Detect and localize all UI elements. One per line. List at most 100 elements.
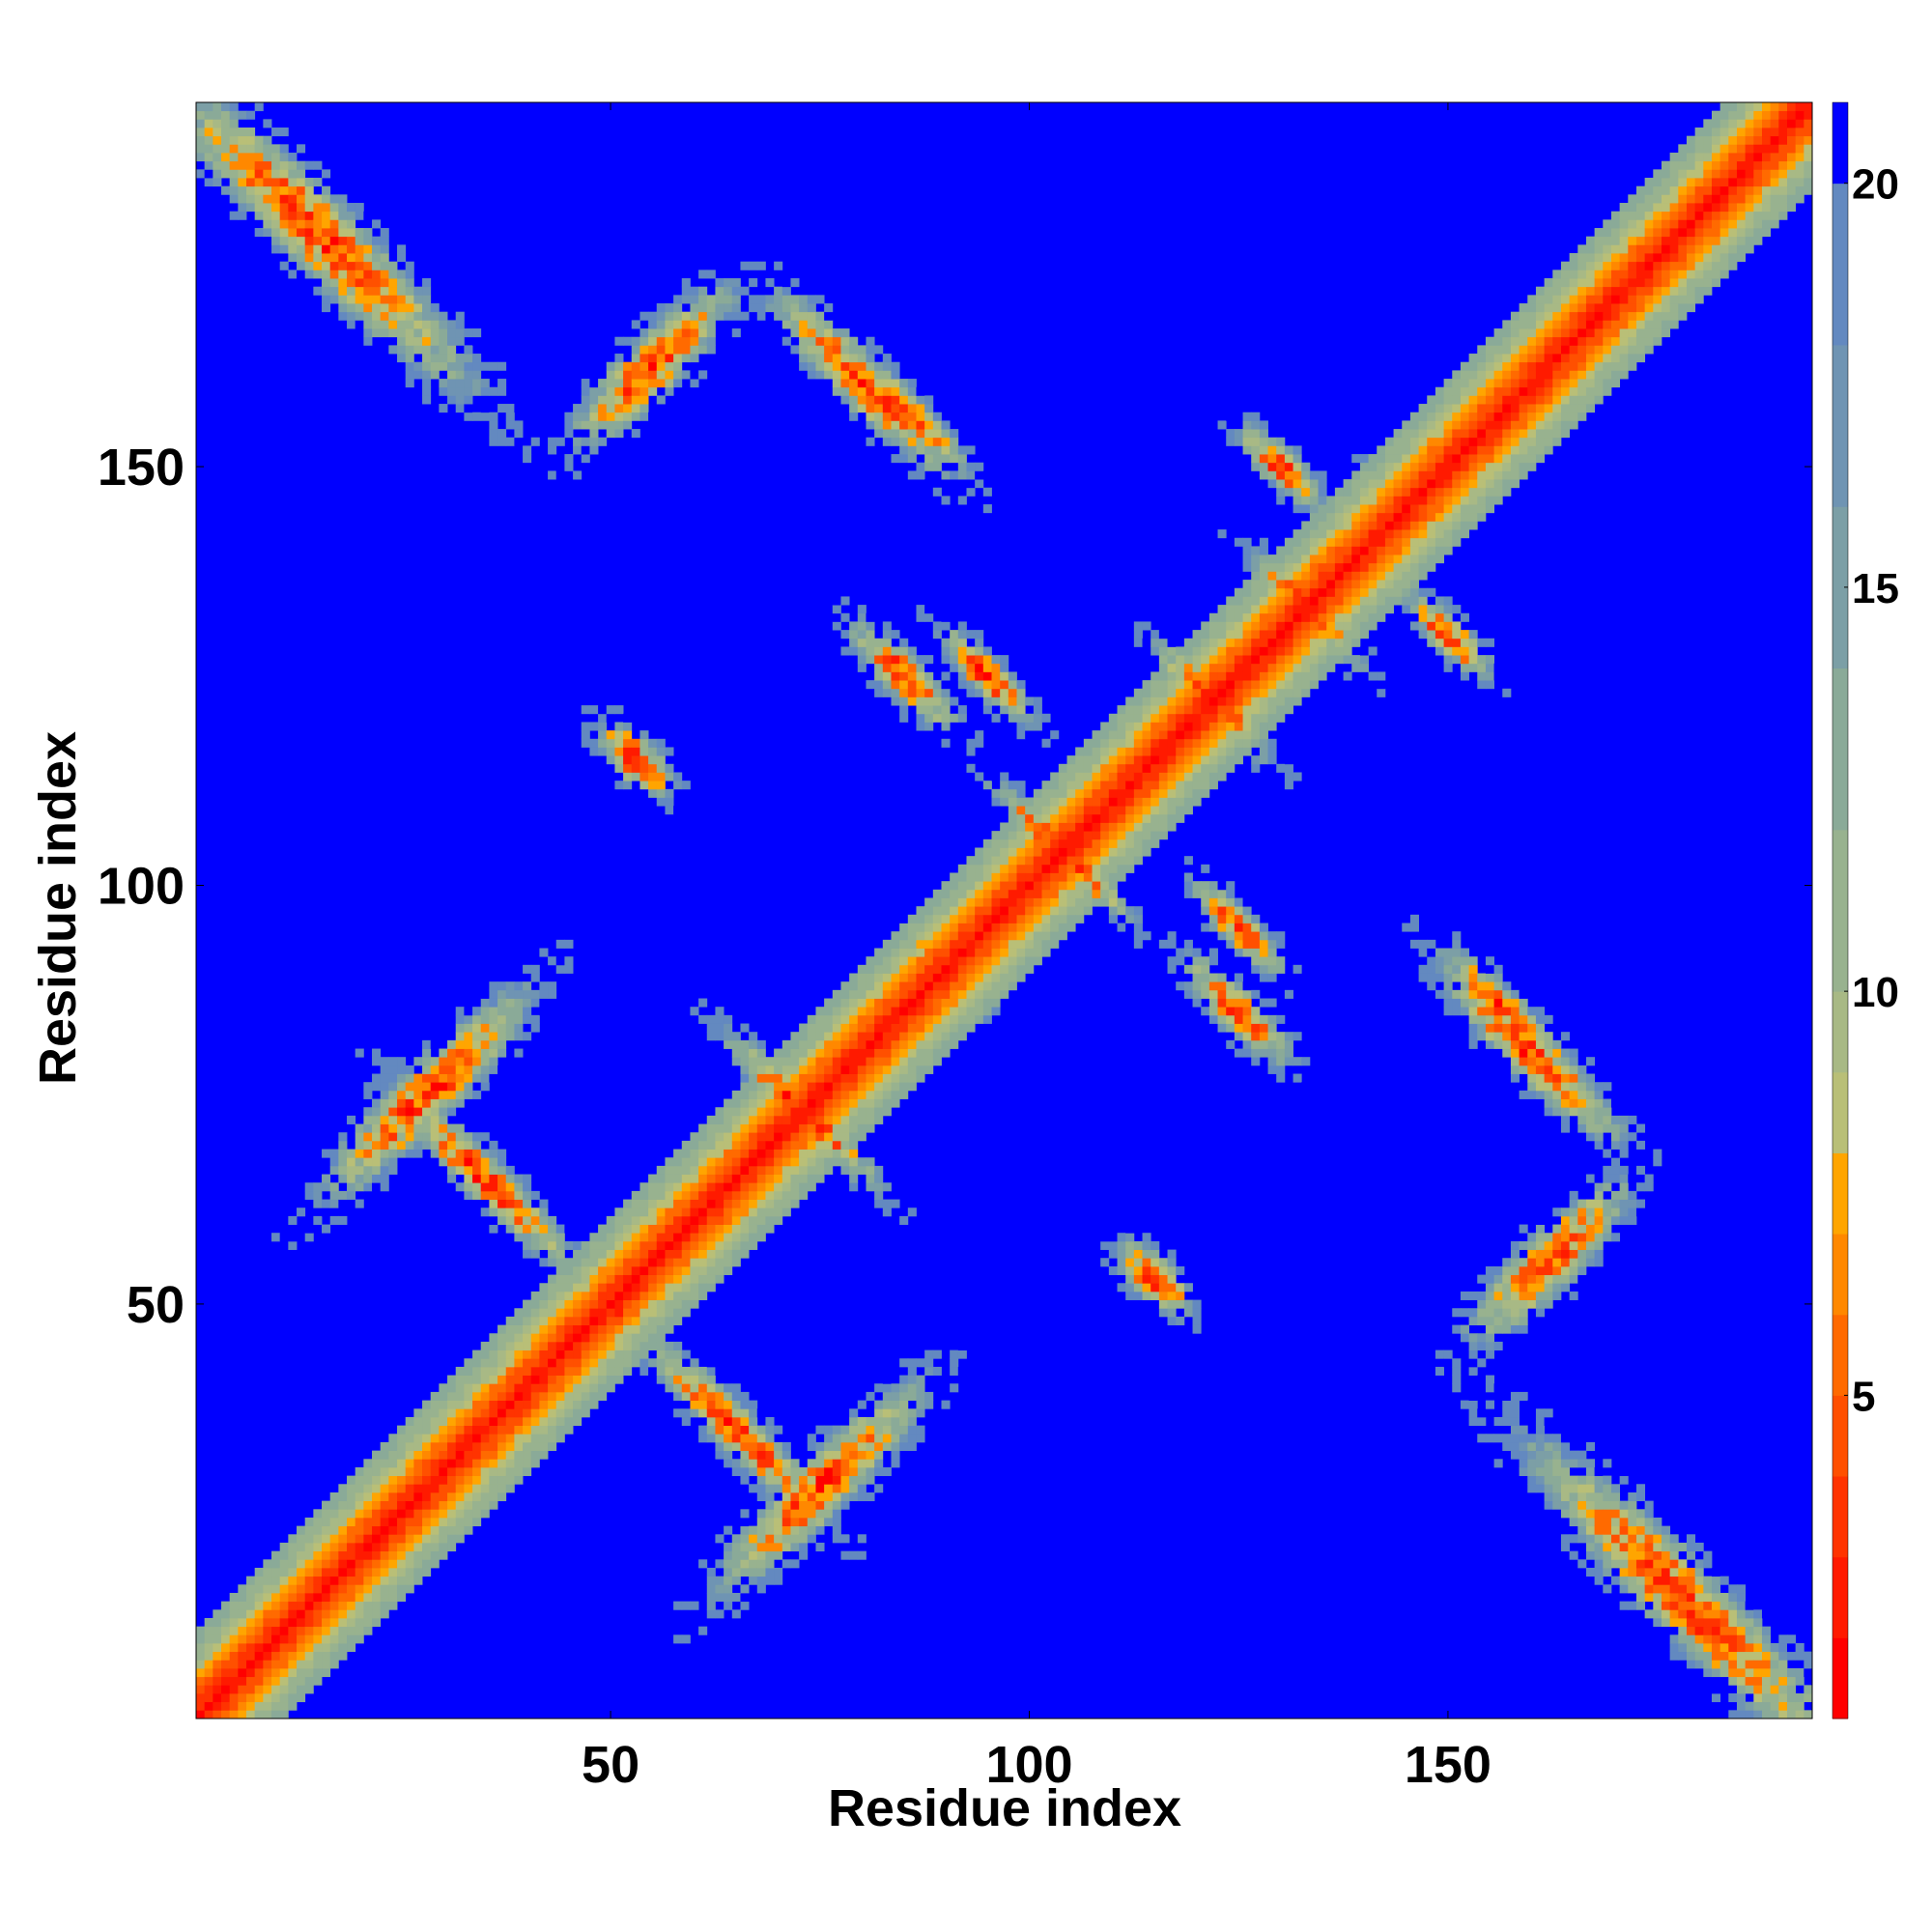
heatmap-cell	[581, 454, 590, 464]
heatmap-cell	[1242, 546, 1252, 555]
heatmap-cell	[1208, 696, 1218, 706]
heatmap-cell	[1158, 755, 1168, 765]
heatmap-cell	[1242, 1039, 1252, 1049]
heatmap-cell	[480, 1441, 490, 1452]
heatmap-cell	[372, 1617, 382, 1628]
heatmap-cell	[715, 1199, 724, 1208]
heatmap-cell	[1242, 420, 1252, 430]
heatmap-cell	[548, 1366, 557, 1376]
heatmap-cell	[749, 1525, 758, 1535]
heatmap-cell	[698, 1375, 708, 1384]
heatmap-cell	[1117, 738, 1126, 748]
heatmap-cell	[1176, 696, 1185, 706]
heatmap-cell	[1033, 822, 1042, 832]
heatmap-cell	[774, 1425, 783, 1435]
heatmap-cell	[564, 1341, 574, 1350]
heatmap-cell	[347, 311, 356, 321]
heatmap-cell	[363, 1132, 373, 1142]
heatmap-cell	[698, 1140, 708, 1150]
heatmap-cell	[765, 1065, 775, 1074]
heatmap-cell	[1125, 813, 1135, 823]
heatmap-cell	[815, 1500, 825, 1510]
heatmap-cell	[1025, 730, 1035, 740]
heatmap-cell	[1226, 630, 1236, 639]
heatmap-cell	[749, 1542, 758, 1552]
heatmap-cell	[372, 1584, 382, 1594]
heatmap-cell	[740, 1057, 750, 1066]
heatmap-cell	[724, 1048, 733, 1058]
heatmap-cell	[347, 1190, 356, 1200]
heatmap-cell	[472, 1492, 482, 1502]
heatmap-cell	[815, 1525, 825, 1535]
heatmap-cell	[882, 1057, 892, 1066]
heatmap-cell	[347, 1609, 356, 1619]
heatmap-cell	[724, 1174, 733, 1183]
heatmap-cell	[380, 270, 389, 279]
heatmap-cell	[874, 1007, 884, 1016]
heatmap-cell	[1226, 429, 1236, 439]
heatmap-cell	[581, 705, 590, 715]
heatmap-cell	[916, 437, 925, 446]
heatmap-cell	[706, 1601, 716, 1610]
heatmap-cell	[1133, 813, 1143, 823]
heatmap-cell	[363, 228, 373, 238]
heatmap-cell	[514, 1233, 524, 1242]
heatmap-cell	[405, 1517, 414, 1527]
heatmap-cell	[799, 1500, 809, 1510]
heatmap-cell	[380, 320, 389, 329]
heatmap-cell	[271, 1601, 281, 1610]
heatmap-cell	[840, 1434, 850, 1443]
heatmap-cell	[254, 1634, 264, 1644]
heatmap-cell	[731, 1441, 741, 1452]
heatmap-cell	[799, 361, 809, 371]
heatmap-cell	[480, 1023, 490, 1033]
heatmap-cell	[706, 328, 716, 338]
heatmap-cell	[706, 1240, 716, 1250]
heatmap-cell	[673, 1299, 683, 1309]
heatmap-cell	[388, 1534, 398, 1544]
heatmap-cell	[329, 1550, 339, 1560]
heatmap-cell	[530, 1416, 540, 1427]
heatmap-cell	[380, 1475, 389, 1485]
heatmap-cell	[656, 1224, 666, 1234]
heatmap-cell	[899, 1215, 909, 1225]
heatmap-cell	[765, 1416, 775, 1427]
heatmap-cell	[623, 395, 633, 405]
heatmap-cell	[706, 1358, 716, 1368]
heatmap-cell	[749, 1559, 758, 1569]
heatmap-cell	[832, 1073, 841, 1083]
heatmap-cell	[673, 295, 683, 304]
heatmap-cell	[573, 1383, 582, 1393]
heatmap-cell	[514, 1450, 524, 1460]
heatmap-cell	[882, 663, 892, 672]
heatmap-cell	[229, 1710, 239, 1719]
heatmap-cell	[338, 253, 348, 263]
heatmap-cell	[1151, 1240, 1160, 1250]
heatmap-cell	[623, 1324, 633, 1334]
heatmap-cell	[807, 1165, 816, 1175]
heatmap-cell	[246, 1609, 256, 1619]
heatmap-cell	[857, 328, 867, 338]
heatmap-cell	[229, 1660, 239, 1669]
heatmap-cell	[781, 1073, 791, 1083]
heatmap-cell	[555, 437, 565, 446]
heatmap-cell	[489, 1023, 498, 1033]
heatmap-cell	[413, 1107, 423, 1117]
heatmap-cell	[380, 345, 389, 355]
heatmap-cell	[1158, 822, 1168, 832]
heatmap-cell	[857, 655, 867, 665]
heatmap-cell	[731, 311, 741, 321]
heatmap-cell	[681, 370, 691, 380]
heatmap-cell	[523, 1199, 532, 1208]
heatmap-cell	[263, 1634, 272, 1644]
heatmap-cell	[724, 1450, 733, 1460]
heatmap-cell	[698, 311, 708, 321]
heatmap-cell	[1075, 806, 1085, 815]
heatmap-cell	[907, 379, 917, 388]
heatmap-cell	[497, 1400, 507, 1409]
heatmap-cell	[673, 1199, 683, 1208]
heatmap-cell	[430, 1492, 440, 1502]
heatmap-cell	[849, 1014, 859, 1024]
heatmap-cell	[472, 1509, 482, 1519]
heatmap-cell	[497, 1459, 507, 1468]
